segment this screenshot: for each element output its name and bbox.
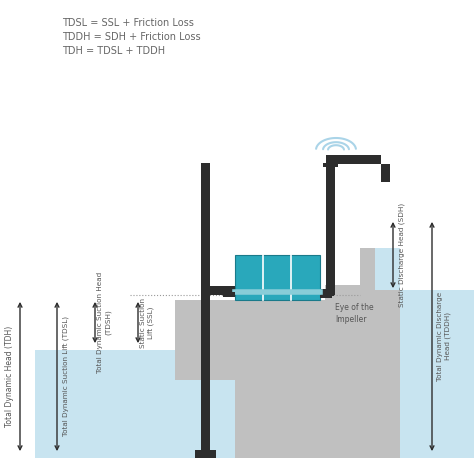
Bar xyxy=(381,164,390,182)
Bar xyxy=(201,163,210,458)
Text: TDH = TDSL + TDDH: TDH = TDSL + TDDH xyxy=(62,46,165,56)
Bar xyxy=(315,289,334,296)
Polygon shape xyxy=(35,350,235,458)
Text: Static Suction
Lift (SSL): Static Suction Lift (SSL) xyxy=(140,298,154,348)
Polygon shape xyxy=(175,248,400,458)
Bar xyxy=(320,295,332,298)
Bar xyxy=(223,292,235,297)
Text: Total Dynamic Head (TDH): Total Dynamic Head (TDH) xyxy=(6,326,15,427)
Text: Total Dynamic Discharge
Head (TDDH): Total Dynamic Discharge Head (TDDH) xyxy=(437,292,451,381)
Text: Total Dynamic Suction Head
(TDSH): Total Dynamic Suction Head (TDSH) xyxy=(97,272,111,373)
Bar xyxy=(235,255,320,300)
Polygon shape xyxy=(375,215,474,458)
Text: Static Discharge Head (SDH): Static Discharge Head (SDH) xyxy=(399,203,405,307)
Text: Eye of the
Impeller: Eye of the Impeller xyxy=(335,303,374,324)
Bar xyxy=(326,155,335,295)
Bar xyxy=(326,155,381,164)
Bar xyxy=(201,286,240,295)
Text: TDSL = SSL + Friction Loss: TDSL = SSL + Friction Loss xyxy=(62,18,194,28)
Bar xyxy=(195,450,216,458)
Text: Total Dynamic Suction Lift (TDSL): Total Dynamic Suction Lift (TDSL) xyxy=(63,316,69,436)
Text: TDDH = SDH + Friction Loss: TDDH = SDH + Friction Loss xyxy=(62,32,201,42)
Bar xyxy=(323,163,338,167)
